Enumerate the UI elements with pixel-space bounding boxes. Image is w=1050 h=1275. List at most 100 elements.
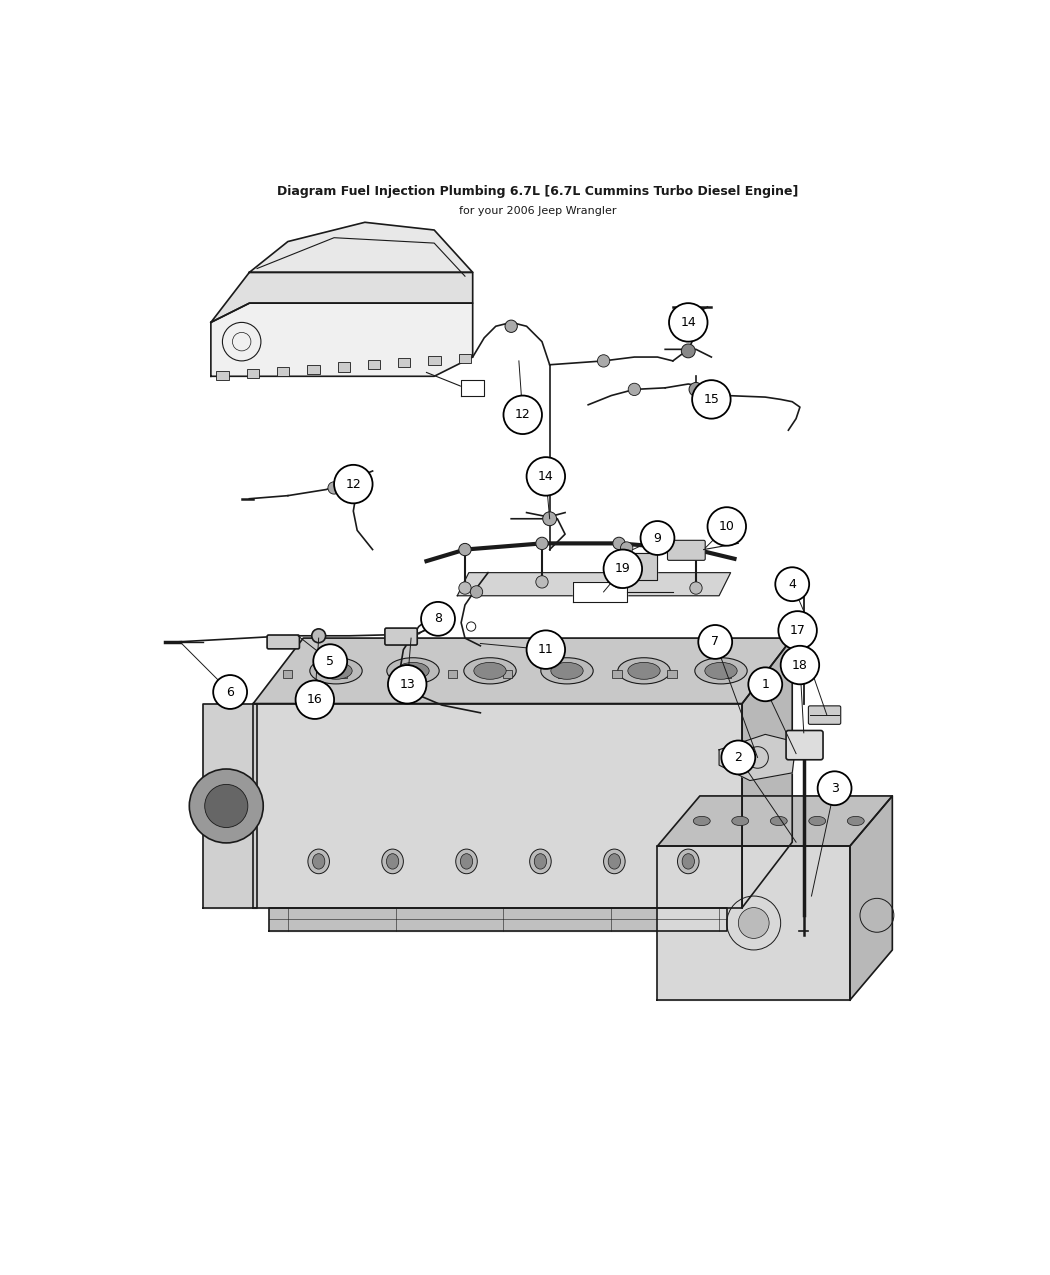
Circle shape [470,585,483,598]
Circle shape [721,741,755,774]
Text: 14: 14 [680,316,696,329]
Text: 1: 1 [761,678,770,691]
Circle shape [689,382,702,397]
Text: 12: 12 [514,408,530,421]
Bar [393,671,402,678]
Polygon shape [269,908,727,931]
Circle shape [669,303,708,342]
Ellipse shape [695,658,748,683]
FancyBboxPatch shape [267,635,299,649]
Ellipse shape [808,816,825,826]
Circle shape [504,395,542,434]
Circle shape [690,581,702,594]
FancyBboxPatch shape [668,541,706,560]
Circle shape [388,666,426,704]
Ellipse shape [534,854,547,870]
Ellipse shape [682,854,694,870]
Ellipse shape [529,849,551,873]
Ellipse shape [608,854,621,870]
FancyBboxPatch shape [808,706,841,724]
Text: 4: 4 [789,578,796,590]
Ellipse shape [732,816,749,826]
Circle shape [296,681,334,719]
Ellipse shape [386,658,439,683]
Circle shape [597,354,610,367]
Polygon shape [461,380,484,395]
Circle shape [189,769,264,843]
Bar [284,671,293,678]
Polygon shape [253,638,793,704]
Circle shape [313,644,348,678]
Circle shape [536,537,548,550]
Text: 8: 8 [434,612,442,625]
Ellipse shape [541,658,593,683]
Ellipse shape [320,662,352,680]
Ellipse shape [604,849,625,873]
Bar [216,371,229,380]
Circle shape [505,320,518,333]
Circle shape [818,771,852,806]
Circle shape [690,543,702,556]
Circle shape [613,576,625,588]
Circle shape [604,550,643,588]
Circle shape [527,458,565,496]
Bar [247,368,259,377]
Bar [277,367,289,376]
Ellipse shape [693,816,710,826]
Bar [448,671,457,678]
Bar [722,671,732,678]
Polygon shape [611,553,657,580]
Circle shape [459,581,471,594]
Bar [398,358,411,367]
Ellipse shape [847,816,864,826]
Text: 10: 10 [719,520,735,533]
Circle shape [334,465,373,504]
Circle shape [692,380,731,418]
Text: for your 2006 Jeep Wrangler: for your 2006 Jeep Wrangler [460,205,617,215]
Circle shape [459,543,471,556]
Ellipse shape [464,658,517,683]
Bar [368,361,380,370]
Text: 13: 13 [399,678,415,691]
Circle shape [781,646,819,685]
Polygon shape [211,303,472,376]
Ellipse shape [677,849,699,873]
Text: 3: 3 [831,782,839,794]
Text: 6: 6 [226,686,234,699]
Bar [459,354,471,363]
Ellipse shape [456,849,478,873]
Bar [558,671,567,678]
Text: 14: 14 [538,470,553,483]
Polygon shape [250,222,472,273]
Polygon shape [742,638,793,908]
Circle shape [527,630,565,669]
Text: 5: 5 [327,654,334,668]
Circle shape [328,482,340,495]
Polygon shape [719,734,796,780]
Circle shape [405,667,417,678]
Bar [668,671,676,678]
Polygon shape [458,572,731,595]
Bar [338,671,348,678]
Ellipse shape [474,662,506,680]
Bar [308,365,319,374]
Circle shape [708,507,746,546]
Polygon shape [204,704,257,908]
Circle shape [543,511,556,525]
Text: 7: 7 [711,635,719,649]
Circle shape [421,602,455,636]
Ellipse shape [460,854,472,870]
Ellipse shape [551,662,583,680]
Circle shape [681,344,695,358]
Bar [612,671,622,678]
Text: 2: 2 [734,751,742,764]
Text: 12: 12 [345,478,361,491]
Text: 11: 11 [538,643,553,657]
Ellipse shape [771,816,788,826]
Polygon shape [850,796,892,1000]
Text: 18: 18 [792,659,807,672]
Ellipse shape [310,658,362,683]
Polygon shape [657,796,892,847]
Text: 16: 16 [307,694,322,706]
Text: 15: 15 [704,393,719,405]
